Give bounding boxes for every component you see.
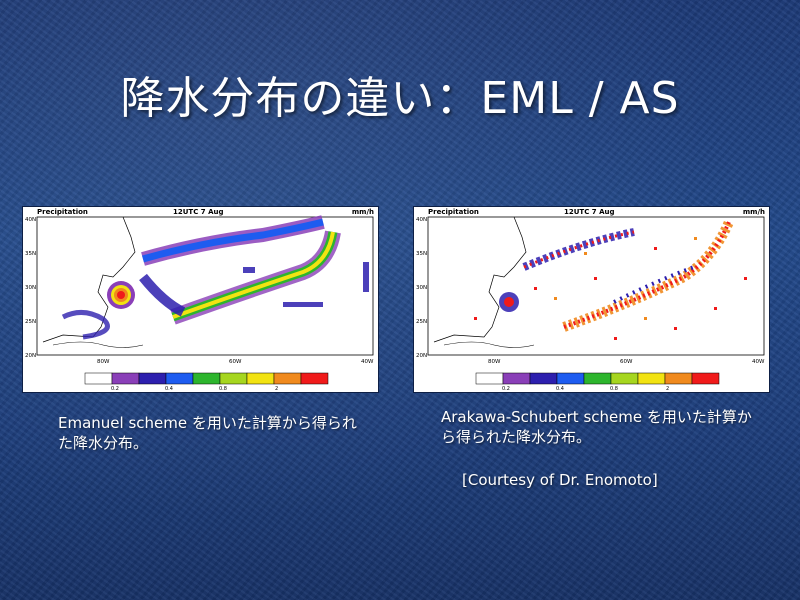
colorbar-label: 2: [666, 386, 669, 392]
colorbar-label: 0.2: [502, 386, 510, 392]
lat-tick: 35N: [25, 251, 36, 257]
plot-header-time: 12UTC 7 Aug: [173, 208, 224, 216]
colorbar-swatch: [664, 372, 693, 385]
colorbar-label: 0.2: [111, 386, 119, 392]
colorbar-swatch: [138, 372, 167, 385]
colorbar: [84, 372, 329, 385]
colorbar-swatch: [502, 372, 531, 385]
colorbar-label: 2: [275, 386, 278, 392]
precip-map-right-svg: 40N 35N 30N 25N 20N 80W 60W 40W 0.2 0.4 …: [416, 216, 765, 392]
caption-emanuel: Emanuel scheme を用いた計算から得られた降水分布。: [58, 414, 357, 452]
colorbar-swatch: [610, 372, 639, 385]
colorbar-swatch: [192, 372, 221, 385]
colorbar: [475, 372, 720, 385]
plot-header-label: Precipitation: [428, 208, 479, 216]
colorbar-swatch: [246, 372, 275, 385]
lat-tick: 40N: [25, 217, 36, 223]
precip-map-left-svg: 40N 35N 30N 25N 20N 80W 60W 40W 0.2 0.4 …: [25, 215, 374, 392]
colorbar-swatch: [111, 372, 140, 385]
slide-title: 降水分布の違い：EML / AS: [120, 73, 680, 124]
lon-tick: 60W: [620, 359, 633, 365]
colorbar-label: 0.4: [556, 386, 564, 392]
colorbar-swatch: [529, 372, 558, 385]
colorbar-swatch: [219, 372, 248, 385]
colorbar-label: 0.8: [219, 386, 227, 392]
lat-tick: 25N: [416, 319, 427, 325]
colorbar-swatch: [691, 372, 720, 385]
lat-tick: 30N: [416, 285, 427, 291]
colorbar-swatch: [556, 372, 585, 385]
precip-map-arakawa-schubert: Precipitation 12UTC 7 Aug mm/h 40N 35N 3…: [413, 206, 770, 393]
caption-arakawa-schubert: Arakawa-Schubert scheme を用いた計算から得られた降水分布…: [441, 408, 752, 446]
lat-tick: 20N: [416, 353, 427, 359]
colorbar-swatch: [583, 372, 612, 385]
colorbar-swatch: [475, 372, 504, 385]
plot-header-units: mm/h: [742, 208, 765, 216]
plot-header-units: mm/h: [351, 208, 374, 216]
colorbar-swatch: [637, 372, 666, 385]
precip-map-emanuel: Precipitation 12UTC 7 Aug mm/h 40N 35N 3…: [22, 206, 379, 393]
lat-tick: 20N: [25, 353, 36, 359]
colorbar-swatch: [300, 372, 329, 385]
colorbar-label: 0.8: [610, 386, 618, 392]
colorbar-swatch: [165, 372, 194, 385]
colorbar-swatch: [273, 372, 302, 385]
lat-tick: 25N: [25, 319, 36, 325]
lon-tick: 80W: [488, 359, 501, 365]
lat-tick: 35N: [416, 251, 427, 257]
lon-tick: 60W: [229, 359, 242, 365]
colorbar-label: 0.4: [165, 386, 173, 392]
courtesy-credit: [Courtesy of Dr. Enomoto]: [462, 471, 658, 489]
lon-tick: 80W: [97, 359, 110, 365]
lat-tick: 30N: [25, 285, 36, 291]
lon-tick: 40W: [361, 359, 374, 365]
colorbar-swatch: [84, 372, 113, 385]
lat-tick: 40N: [416, 217, 427, 223]
lon-tick: 40W: [752, 359, 765, 365]
plot-header-label: Precipitation: [37, 208, 88, 216]
plot-header-time: 12UTC 7 Aug: [564, 208, 615, 216]
